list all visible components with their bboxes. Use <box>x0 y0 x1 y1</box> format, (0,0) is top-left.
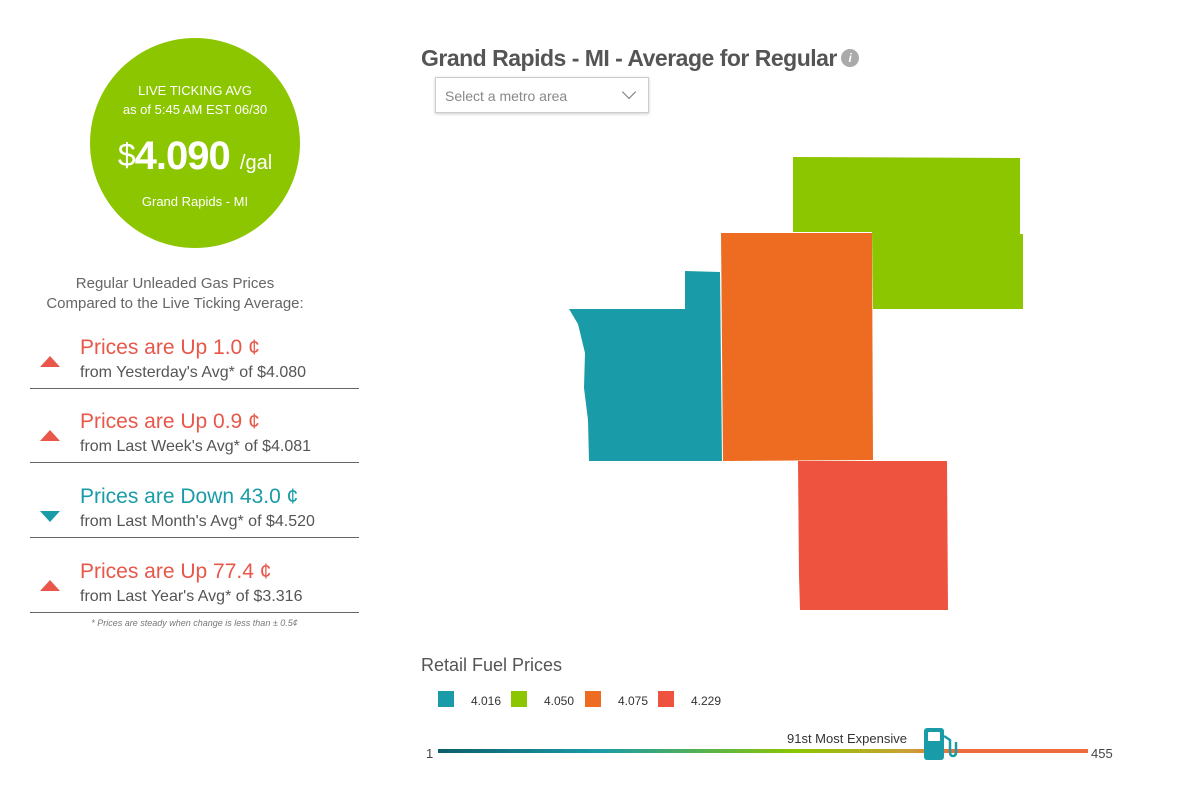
legend-value: 4.229 <box>691 694 722 708</box>
change-headline: Prices are Up 77.4 ¢ <box>80 560 272 583</box>
gas-pump-icon <box>924 728 958 760</box>
county-red[interactable] <box>798 461 948 610</box>
legend-swatch <box>585 691 601 707</box>
map-title: Grand Rapids - MI - Average for Regular i <box>421 45 859 72</box>
live-average-badge: LIVE TICKING AVG as of 5:45 AM EST 06/30… <box>90 38 300 248</box>
legend-value: 4.016 <box>471 694 502 708</box>
change-detail: from Last Year's Avg* of $3.316 <box>80 588 303 605</box>
metro-area-placeholder: Select a metro area <box>445 88 568 104</box>
county-teal[interactable] <box>569 271 722 461</box>
county-orange[interactable] <box>721 233 873 461</box>
change-headline: Prices are Up 0.9 ¢ <box>80 410 260 433</box>
comparison-heading-line1: Regular Unleaded Gas Prices <box>75 275 275 292</box>
change-row-last-week: Prices are Up 0.9 ¢ from Last Week's Avg… <box>30 410 359 463</box>
arrow-down-icon <box>40 511 60 522</box>
info-icon[interactable]: i <box>840 49 859 67</box>
rank-max: 455 <box>1091 746 1113 761</box>
live-average-price: $4.090 /gal <box>90 134 300 179</box>
live-average-timestamp: as of 5:45 AM EST 06/30 <box>122 102 268 117</box>
legend-swatch <box>511 691 527 707</box>
currency-symbol: $ <box>117 137 136 173</box>
change-headline: Prices are Up 1.0 ¢ <box>80 336 260 359</box>
rank-scale-bar <box>438 749 1088 753</box>
comparison-heading-line2: Compared to the Live Ticking Average: <box>46 295 304 312</box>
arrow-up-icon <box>40 580 60 591</box>
legend-title: Retail Fuel Prices <box>421 655 563 675</box>
arrow-up-icon <box>40 356 60 367</box>
rank-label: 91st Most Expensive <box>787 731 907 746</box>
change-detail: from Yesterday's Avg* of $4.080 <box>80 364 307 381</box>
change-detail: from Last Month's Avg* of $4.520 <box>80 513 315 530</box>
arrow-up-icon <box>40 430 60 441</box>
change-row-yesterday: Prices are Up 1.0 ¢ from Yesterday's Avg… <box>30 336 359 389</box>
live-average-label: LIVE TICKING AVG <box>138 83 252 98</box>
live-average-location: Grand Rapids - MI <box>141 194 249 209</box>
map-title-text: Grand Rapids - MI - Average for Regular <box>421 45 837 71</box>
steady-price-footnote: * Prices are steady when change is less … <box>91 618 298 628</box>
change-row-last-month: Prices are Down 43.0 ¢ from Last Month's… <box>30 485 359 538</box>
change-row-last-year: Prices are Up 77.4 ¢ from Last Year's Av… <box>30 560 359 613</box>
change-headline: Prices are Down 43.0 ¢ <box>80 485 299 508</box>
county-green[interactable] <box>793 157 1023 309</box>
rank-min: 1 <box>426 746 434 761</box>
price-value: 4.090 <box>134 134 231 178</box>
legend-swatch <box>438 691 454 707</box>
change-detail: from Last Week's Avg* of $4.081 <box>80 438 312 455</box>
price-unit: /gal <box>239 152 273 174</box>
legend-swatch <box>658 691 674 707</box>
metro-area-select[interactable]: Select a metro area <box>435 77 649 113</box>
comparison-heading: Regular Unleaded Gas Prices Compared to … <box>20 274 330 314</box>
legend-value: 4.050 <box>544 694 575 708</box>
legend-value: 4.075 <box>618 694 649 708</box>
